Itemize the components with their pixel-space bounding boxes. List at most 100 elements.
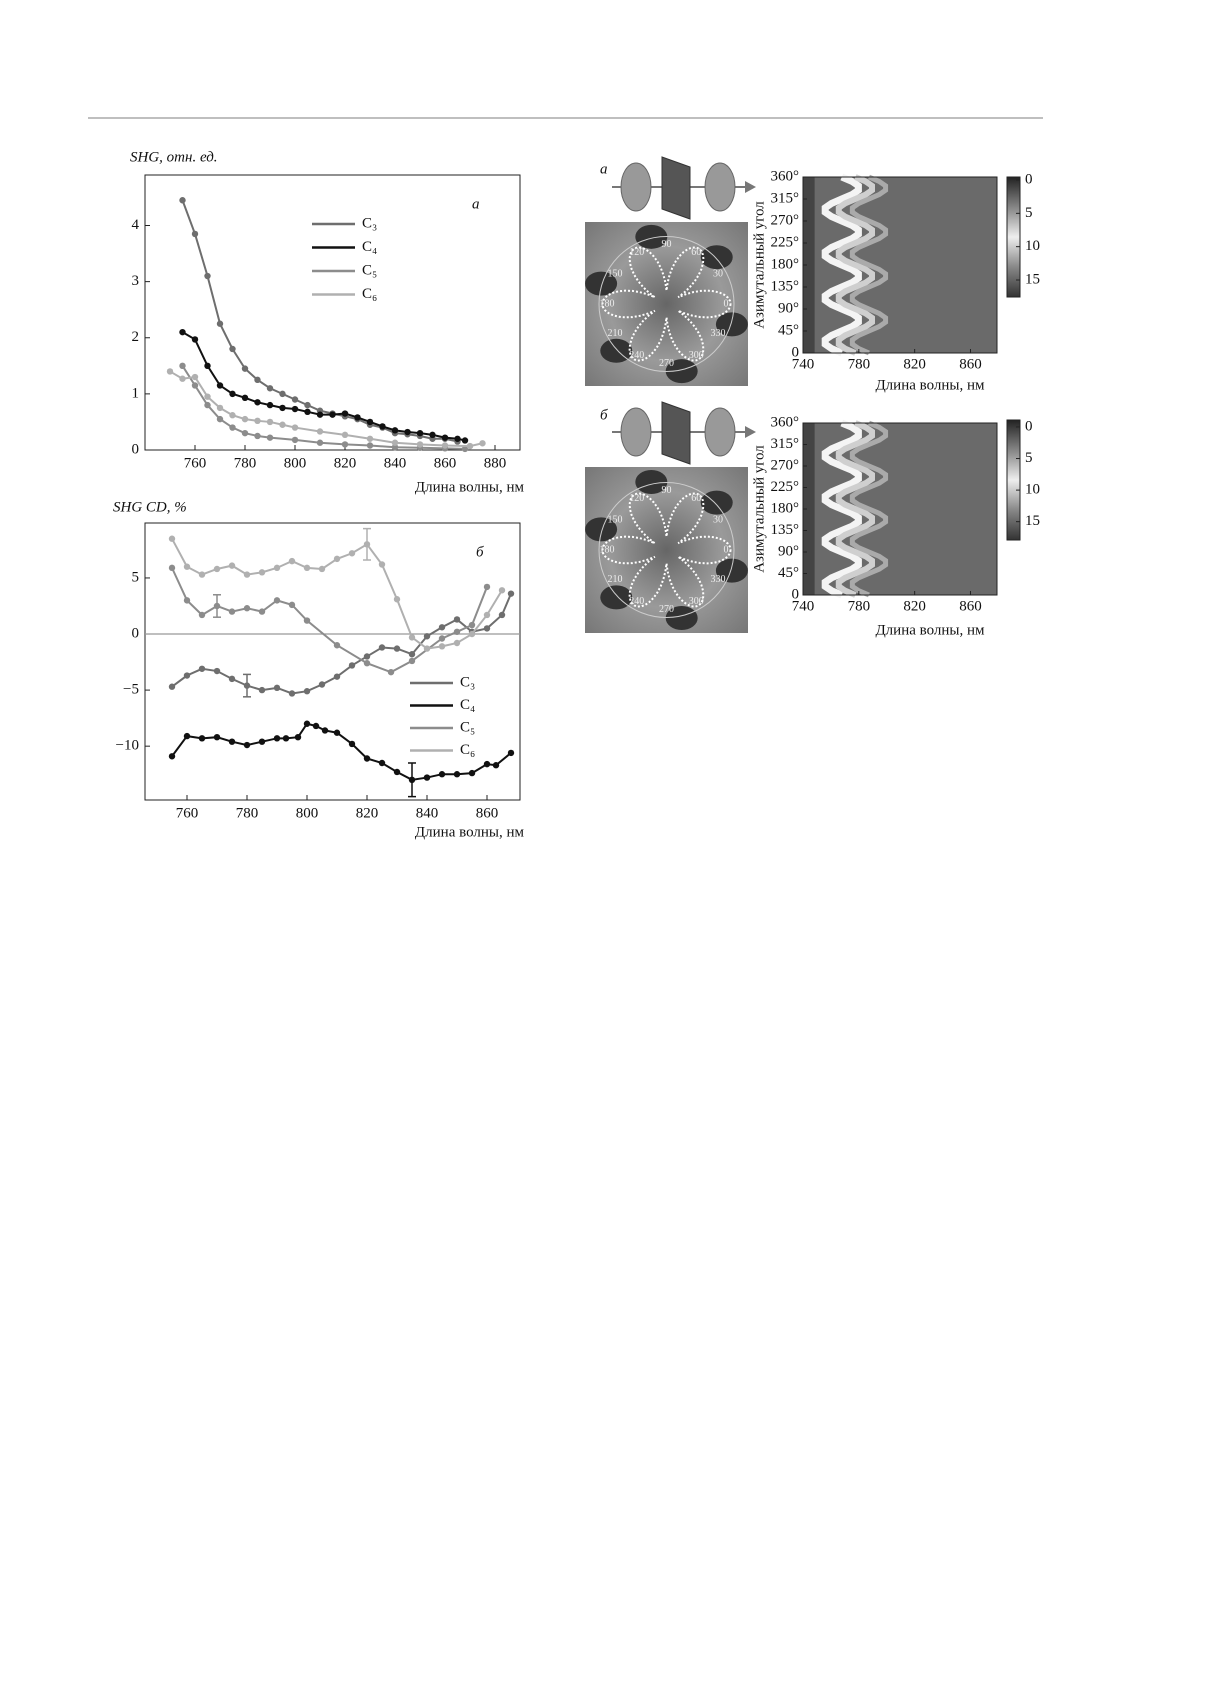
- y-tick-label: 315°: [771, 190, 800, 206]
- x-tick-label: 740: [792, 598, 815, 614]
- data-point: [333, 673, 341, 680]
- data-point: [198, 611, 206, 619]
- data-point: [258, 569, 266, 576]
- polar-label: 0: [724, 298, 729, 309]
- polar-label: 180: [600, 298, 615, 309]
- x-tick-label: 760: [184, 455, 207, 471]
- plot-frame: [144, 174, 521, 451]
- photo-blob: [635, 470, 668, 495]
- polarizer: [620, 407, 652, 457]
- data-point: [453, 771, 461, 778]
- data-point: [216, 382, 224, 389]
- data-point: [258, 608, 266, 615]
- heatmap-ridge: [835, 420, 875, 598]
- polarizer: [620, 162, 652, 212]
- y-tick-label: 45°: [778, 565, 799, 581]
- beam-arrow: [745, 181, 756, 193]
- data-point: [266, 385, 274, 392]
- data-point: [241, 365, 249, 372]
- data-point: [179, 375, 186, 382]
- data-point: [179, 328, 186, 336]
- legend-label: C₃: [460, 674, 475, 690]
- data-point: [291, 405, 299, 413]
- chart-title: SHG, отн. ед.: [130, 149, 218, 165]
- data-point: [258, 738, 266, 745]
- data-point: [179, 197, 186, 204]
- data-point: [378, 759, 386, 767]
- data-point: [316, 428, 324, 435]
- data-point: [291, 396, 299, 403]
- photo-blob: [715, 312, 748, 337]
- data-point: [438, 643, 446, 650]
- data-point: [348, 662, 356, 669]
- series-line: [171, 567, 488, 674]
- legend-label: C₄: [460, 697, 475, 713]
- data-point: [254, 432, 261, 440]
- error-bar: [243, 673, 251, 698]
- data-point: [216, 404, 224, 412]
- data-point: [483, 583, 491, 591]
- photo-blob: [635, 224, 668, 249]
- data-point: [393, 596, 401, 603]
- data-point: [198, 665, 206, 672]
- data-point: [391, 443, 399, 451]
- y-tick-label: 180°: [771, 256, 800, 272]
- data-point: [354, 414, 361, 421]
- y-tick-label: 1: [132, 385, 140, 401]
- polar-label: 30: [713, 269, 723, 280]
- data-point: [363, 755, 371, 762]
- legend-label: C₄: [362, 239, 377, 255]
- colorbar-tick-label: 15: [1025, 513, 1040, 529]
- legend-label: C₆: [362, 286, 377, 302]
- x-tick-label: 860: [434, 455, 457, 471]
- data-point: [288, 601, 296, 609]
- data-point: [341, 410, 349, 417]
- data-point: [366, 442, 374, 449]
- data-point: [228, 675, 236, 683]
- data-point: [216, 320, 224, 327]
- polar-label: 60: [691, 493, 701, 504]
- data-point: [461, 437, 469, 444]
- heatmap-ridge: [821, 419, 862, 599]
- colorbar: [1006, 176, 1021, 298]
- data-point: [304, 401, 311, 409]
- data-point: [333, 642, 341, 649]
- heatmap-band: [803, 423, 815, 595]
- data-point: [366, 418, 374, 426]
- panel-letter: a: [600, 161, 608, 177]
- data-point: [341, 431, 349, 439]
- data-point: [393, 768, 401, 776]
- y-tick-label: 5: [132, 569, 140, 585]
- data-point: [183, 732, 191, 740]
- polar-label: 300: [689, 596, 704, 607]
- y-axis-label: Азимутальный угол: [751, 201, 767, 329]
- data-point: [366, 435, 374, 442]
- y-tick-label: 4: [132, 217, 140, 233]
- colorbar-tick-label: 15: [1025, 271, 1040, 287]
- polar-label: 180: [600, 544, 615, 555]
- data-point: [466, 442, 474, 450]
- data-point: [329, 411, 336, 418]
- panel-letter: б: [476, 544, 484, 560]
- polar-label: 150: [607, 515, 622, 526]
- data-point: [279, 390, 286, 398]
- data-point: [303, 720, 311, 727]
- sample-plate: [661, 401, 691, 465]
- data-point: [304, 408, 311, 416]
- y-tick-label: 135°: [771, 522, 800, 538]
- data-point: [441, 434, 449, 441]
- data-point: [321, 727, 329, 734]
- data-point: [266, 401, 274, 409]
- data-point: [303, 617, 311, 624]
- data-point: [228, 562, 236, 569]
- polar-label: 270: [659, 358, 674, 369]
- data-point: [483, 760, 491, 768]
- data-point: [507, 590, 515, 597]
- polar-rosette: [601, 492, 732, 608]
- x-axis-label: Длина волны, нм: [415, 824, 525, 840]
- y-tick-label: −5: [123, 682, 139, 698]
- data-point: [333, 729, 341, 736]
- x-tick-label: 880: [484, 455, 507, 471]
- colorbar: [1006, 419, 1021, 541]
- polar-label: 210: [607, 328, 622, 339]
